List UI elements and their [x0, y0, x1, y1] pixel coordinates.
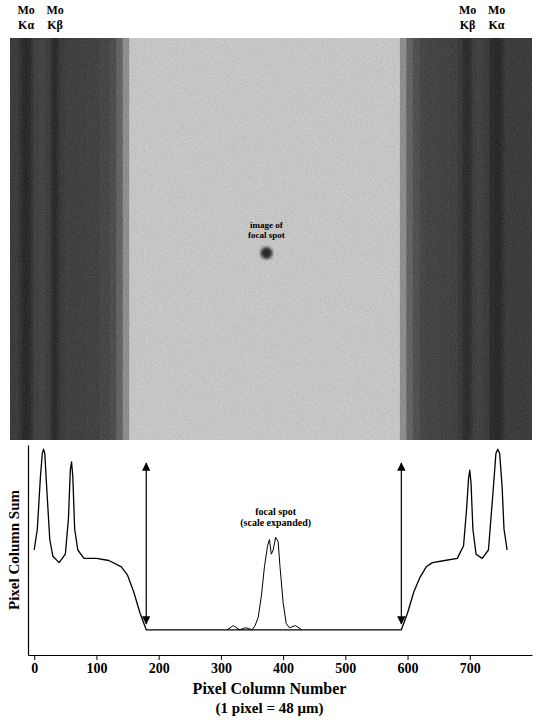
x-tick-label: 500	[335, 661, 356, 676]
x-tick-mark	[34, 655, 35, 660]
line-label-line: Mo	[46, 3, 63, 17]
focal-image-label-line: focal spot	[248, 230, 285, 240]
x-tick-mark	[159, 655, 160, 660]
line-label-line: Kα	[489, 18, 505, 32]
x-axis-title: Pixel Column Number (1 pixel = 48 μm)	[193, 680, 347, 717]
x-axis: 0 100 200 300 400 500 600 700	[29, 655, 533, 676]
x-tick-label: 700	[460, 661, 481, 676]
x-tick-label: 200	[149, 661, 170, 676]
x-tick-label: 300	[211, 661, 232, 676]
line-label-line: Mo	[17, 3, 34, 17]
x-tick: 400	[273, 655, 294, 676]
scale-arrow	[401, 463, 402, 624]
image-background	[10, 38, 532, 440]
x-axis-title-line: (1 pixel = 48 μm)	[216, 700, 324, 717]
line-label-line: Kα	[18, 18, 34, 32]
x-tick: 700	[460, 655, 481, 676]
line-label-line: Mo	[459, 3, 476, 17]
x-tick-label: 400	[273, 661, 294, 676]
chart-svg: MoKαMoKβMoKβMoKαimage offocal spotfocal …	[0, 0, 539, 723]
scale-arrow	[146, 463, 147, 624]
x-axis-line	[29, 655, 533, 656]
x-tick-label: 100	[86, 661, 107, 676]
x-tick: 200	[149, 655, 170, 676]
line-label: MoKα	[488, 3, 505, 32]
image-grain	[10, 38, 532, 440]
focal-spot-image	[260, 247, 272, 259]
x-tick-mark	[221, 655, 222, 660]
line-label-line: Mo	[488, 3, 505, 17]
x-tick: 0	[31, 655, 38, 676]
x-tick: 600	[398, 655, 419, 676]
line-label: MoKα	[17, 3, 34, 32]
focal-image-label: image offocal spot	[248, 220, 285, 240]
line-label: MoKβ	[46, 3, 63, 32]
figure: MoKαMoKβMoKβMoKαimage offocal spotfocal …	[0, 0, 539, 723]
x-tick-mark	[283, 655, 284, 660]
y-axis-line	[28, 446, 29, 656]
focal-plot-label-line: (scale expanded)	[240, 517, 311, 529]
line-label: MoKβ	[459, 3, 476, 32]
focal-plot-label: focal spot(scale expanded)	[240, 506, 311, 529]
focal-image-label-line: image of	[250, 220, 284, 230]
x-tick-label: 0	[31, 661, 38, 676]
x-tick-mark	[408, 655, 409, 660]
plot-area	[34, 449, 507, 630]
x-tick: 500	[335, 655, 356, 676]
x-axis-title-line: Pixel Column Number	[193, 680, 347, 697]
x-tick-mark	[470, 655, 471, 660]
detector-image	[10, 38, 532, 440]
x-tick: 300	[211, 655, 232, 676]
line-label-line: Kβ	[47, 18, 63, 32]
focal-plot-label-line: focal spot	[255, 506, 297, 517]
y-axis-title: Pixel Column Sum	[6, 489, 22, 610]
x-tick-label: 600	[398, 661, 419, 676]
line-label-line: Kβ	[460, 18, 476, 32]
x-tick: 100	[86, 655, 107, 676]
x-tick-mark	[345, 655, 346, 660]
x-tick-mark	[96, 655, 97, 660]
series-line	[227, 537, 302, 629]
series-line	[34, 449, 507, 630]
y-axis	[28, 446, 29, 656]
